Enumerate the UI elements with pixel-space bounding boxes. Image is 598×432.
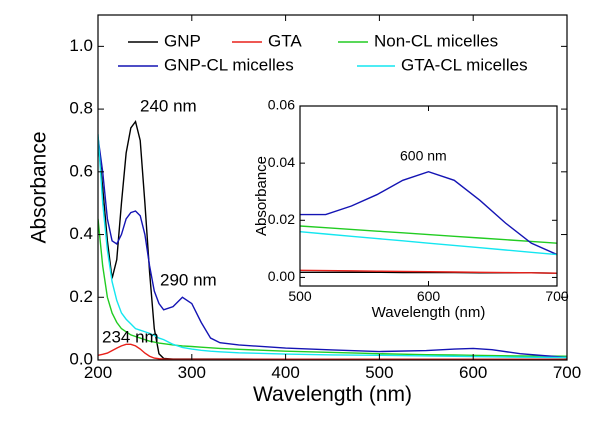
series-line bbox=[300, 170, 557, 256]
x-tick-label: 700 bbox=[545, 288, 569, 304]
x-tick-label: 400 bbox=[271, 363, 299, 382]
y-axis-label: Absorbance bbox=[253, 156, 270, 236]
x-tick-label: 700 bbox=[553, 363, 581, 382]
main-chart: 200 300 400 500 600 700 0.0 0.2 0.4 0.6 0.8 1.0 Wave… bbox=[28, 14, 581, 406]
inset-background bbox=[300, 106, 557, 286]
y-tick-label: 0.2 bbox=[69, 287, 93, 306]
annotation: 600 nm bbox=[400, 148, 447, 164]
inset-chart: 500 600 700 0.00 0.02 0.04 0.06 Wavelength (nm)… bbox=[253, 97, 569, 321]
x-axis-label: Wavelength (nm) bbox=[372, 304, 486, 321]
annotation: 290 nm bbox=[160, 270, 217, 289]
y-tick-label: 1.0 bbox=[69, 36, 93, 55]
plot-area bbox=[300, 170, 557, 274]
x-tick-label: 600 bbox=[459, 363, 487, 382]
y-tick-label: 0.00 bbox=[268, 268, 295, 284]
x-axis-label: Wavelength (nm) bbox=[253, 383, 412, 406]
x-tick-label: 500 bbox=[288, 288, 312, 304]
legend-label: GTA bbox=[268, 31, 302, 50]
y-tick-label: 0.06 bbox=[268, 97, 295, 113]
x-tick-label: 300 bbox=[178, 363, 206, 382]
x-tick-label: 500 bbox=[365, 363, 393, 382]
annotation: 240 nm bbox=[140, 96, 197, 115]
x-tick-label: 600 bbox=[417, 288, 441, 304]
series-line bbox=[98, 134, 567, 359]
annotation: 234 nm bbox=[102, 327, 159, 346]
series-line bbox=[300, 225, 557, 244]
y-tick-label: 0.6 bbox=[69, 161, 93, 180]
series-line bbox=[98, 137, 567, 359]
x-tick-label: 200 bbox=[84, 363, 112, 382]
y-tick-label: 0.04 bbox=[268, 154, 295, 170]
y-axis-label: Absorbance bbox=[28, 131, 51, 243]
y-tick-label: 0.02 bbox=[268, 211, 295, 227]
y-tick-label: 0.0 bbox=[69, 349, 93, 368]
y-tick-label: 0.8 bbox=[69, 99, 93, 118]
plot-frame bbox=[97, 14, 568, 361]
plot-area bbox=[98, 120, 567, 360]
series-line bbox=[300, 231, 557, 256]
legend-label: GNP bbox=[164, 31, 201, 50]
legend-label: GTA-CL micelles bbox=[401, 55, 528, 74]
series-line bbox=[98, 343, 567, 360]
legend-label: Non-CL micelles bbox=[374, 31, 498, 50]
legend-label: GNP-CL micelles bbox=[164, 55, 294, 74]
y-tick-label: 0.4 bbox=[69, 224, 93, 243]
series-line bbox=[300, 269, 557, 274]
